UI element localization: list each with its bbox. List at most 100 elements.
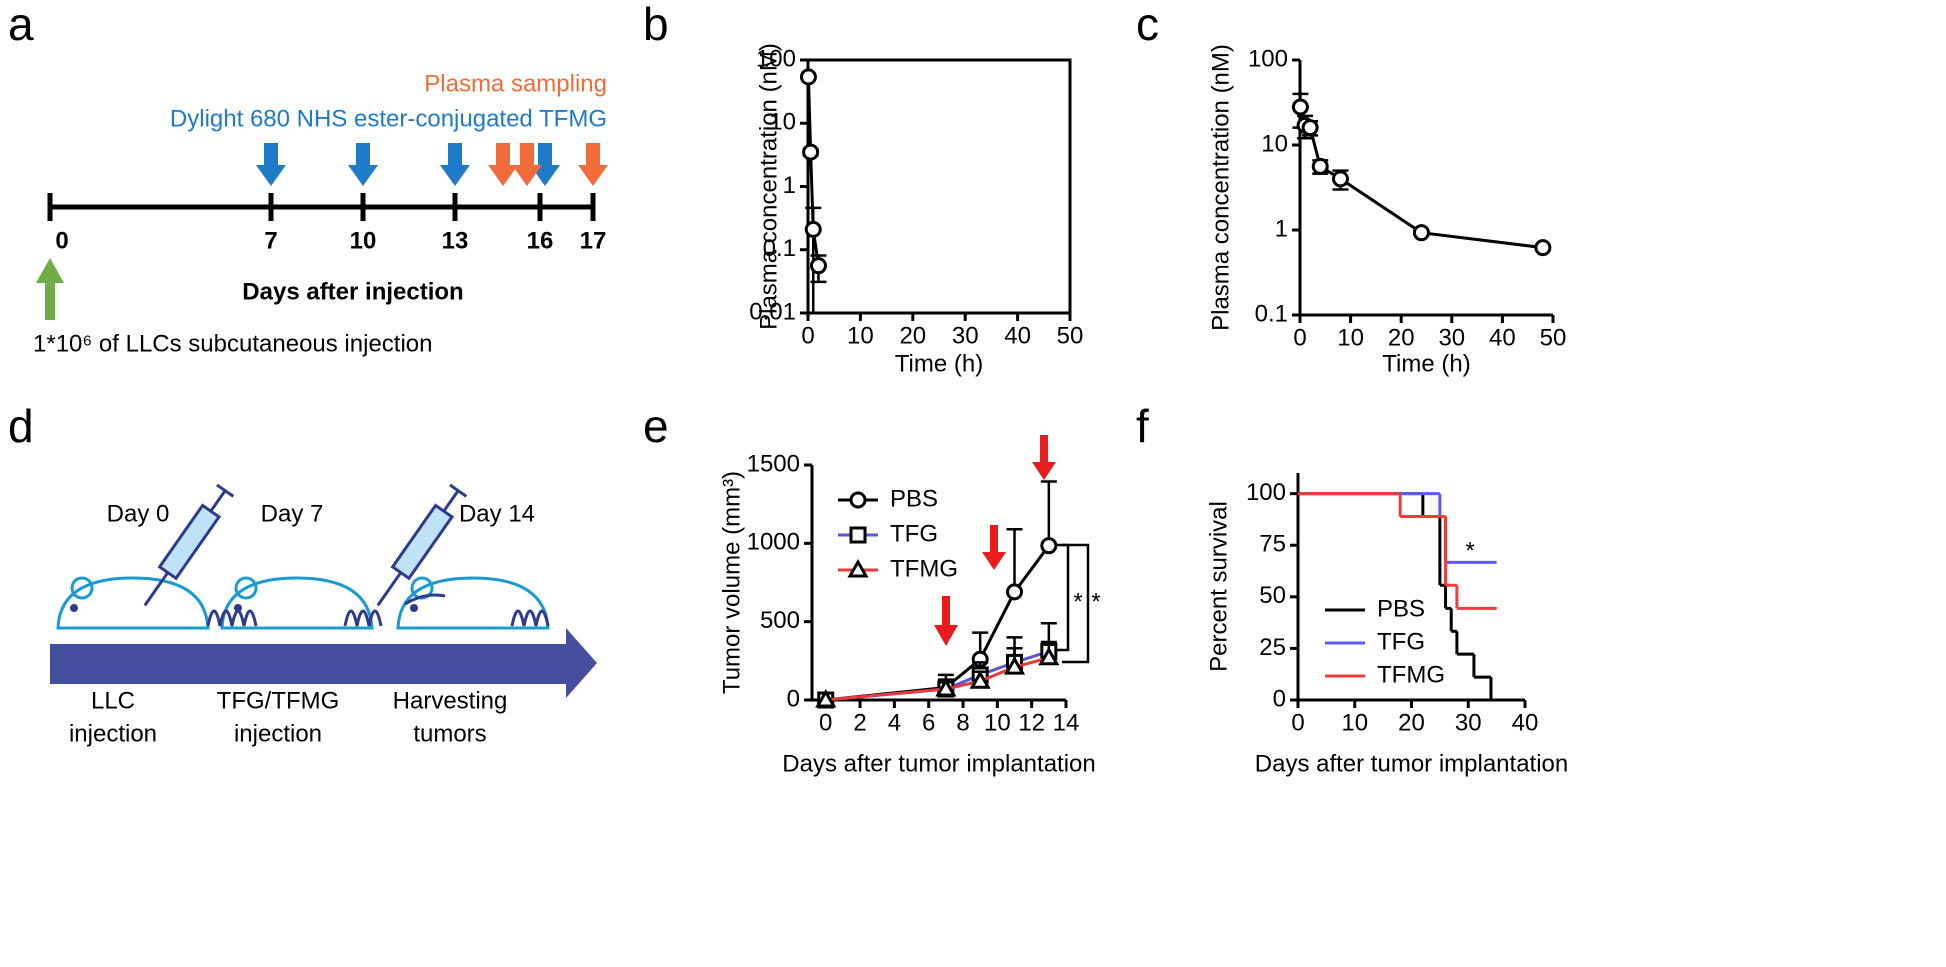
marker [1301, 119, 1319, 137]
step-label: Harvesting [393, 687, 508, 714]
x-axis-label: Days after tumor implantation [1255, 750, 1568, 777]
syringe [376, 483, 468, 607]
panel-d: d Day 0 Day 7 Day 14 [8, 400, 597, 747]
panel-label: e [643, 400, 669, 452]
panel-label: a [8, 0, 34, 50]
tail [404, 593, 446, 606]
x-tick-label: 0 [1291, 709, 1304, 736]
y-tick-label: 100 [1248, 45, 1288, 72]
series-line [806, 76, 820, 266]
step-label: LLC [91, 687, 135, 714]
marker [1311, 157, 1329, 175]
marker [935, 678, 957, 697]
eye [234, 604, 242, 612]
y-tick-label: 0.1 [1255, 300, 1288, 327]
timeline-xlabel: Days after injection [242, 278, 463, 305]
y-tick-label: 1500 [747, 450, 800, 477]
marker [1412, 224, 1430, 242]
arrow [440, 143, 470, 186]
tail [206, 609, 258, 627]
timeline-tick-label: 0 [55, 227, 68, 254]
panel-label: b [643, 0, 669, 50]
timeline-tick-label: 16 [527, 227, 554, 254]
legend-marker [849, 491, 867, 509]
x-axis-label: Time (h) [1382, 350, 1470, 377]
arrow [934, 596, 958, 646]
x-tick-label: 50 [1540, 324, 1567, 351]
legend-label: TFMG [890, 555, 958, 582]
x-tick-label: 0 [1293, 324, 1306, 351]
x-tick-label: 8 [956, 709, 969, 736]
plunger-head [216, 483, 235, 498]
y-tick-label: 75 [1259, 531, 1286, 558]
significance: * [1073, 588, 1082, 615]
day-label: Day 14 [459, 500, 535, 527]
syringes [143, 483, 468, 607]
y-tick-label: 0 [787, 685, 800, 712]
panel-label: d [8, 400, 34, 452]
x-tick-label: 0 [819, 709, 832, 736]
y-tick-label: 10 [769, 109, 796, 136]
arrow [982, 525, 1006, 570]
mouse [220, 576, 374, 630]
marker [802, 143, 820, 161]
arrow [256, 143, 286, 186]
step-label: injection [69, 720, 157, 747]
chart: 0 10 20 30 40 0 25 50 75 100 Days after tumor impl… [1205, 473, 1568, 777]
needle [143, 571, 170, 607]
y-tick-label: 100 [1246, 479, 1286, 506]
x-tick-label: 30 [1455, 709, 1482, 736]
plot-frame [806, 58, 1072, 315]
timeline-tick-label: 13 [442, 227, 469, 254]
barrel [390, 503, 455, 581]
y-tick-label: 10 [1261, 130, 1288, 157]
marker [1038, 646, 1060, 666]
x-tick-label: 2 [853, 709, 866, 736]
marker [815, 688, 837, 708]
x-tick-label: 10 [984, 709, 1011, 736]
y-tick-label: 0.1 [763, 235, 796, 262]
y-tick-label: 50 [1259, 582, 1286, 609]
x-tick-label: 14 [1053, 709, 1080, 736]
dose-arrows-e [934, 435, 1056, 646]
significance-brackets [1055, 543, 1090, 664]
arrow [512, 143, 542, 186]
y-tick-label: 0.01 [749, 298, 796, 325]
chart: 0 10 20 30 40 50 0.1 1 10 100 Time (h) Plasma conce… [1207, 44, 1566, 377]
x-tick-label: 30 [1438, 324, 1465, 351]
syringe [143, 483, 235, 607]
day-label: Day 7 [261, 500, 324, 527]
legend-label: TFG [890, 520, 938, 547]
chart: 0 10 20 30 40 50 0.01 0.1 1 10 100 Time (h) Plasma c… [749, 43, 1083, 377]
x-tick-label: 30 [952, 322, 979, 349]
x-tick-label: 20 [899, 322, 926, 349]
legend-label: PBS [1377, 595, 1425, 622]
mice [56, 576, 550, 630]
timeline-tick-label: 10 [350, 227, 377, 254]
y-tick-label: 1000 [747, 529, 800, 556]
plunger [442, 489, 460, 512]
x-tick-label: 40 [1004, 322, 1031, 349]
tail [343, 609, 383, 627]
y-tick-label: 25 [1259, 634, 1286, 661]
day-label: Day 0 [107, 500, 170, 527]
x-tick-label: 40 [1489, 324, 1516, 351]
marker [799, 68, 817, 86]
arrow [530, 143, 560, 186]
plunger [209, 489, 227, 512]
bracket [1062, 543, 1090, 664]
panel-label: c [1136, 0, 1159, 50]
y-axis-label: Percent survival [1205, 501, 1232, 672]
marker [1534, 239, 1552, 257]
dose-arrows [256, 143, 560, 186]
arrow [578, 143, 608, 186]
marker [1291, 98, 1309, 116]
significance: * [1091, 588, 1100, 615]
step-label: TFG/TFMG [217, 687, 340, 714]
bracket [1055, 543, 1070, 652]
y-tick-label: 100 [756, 45, 796, 72]
x-tick-label: 10 [847, 322, 874, 349]
marker [809, 257, 827, 275]
marker [969, 670, 991, 689]
